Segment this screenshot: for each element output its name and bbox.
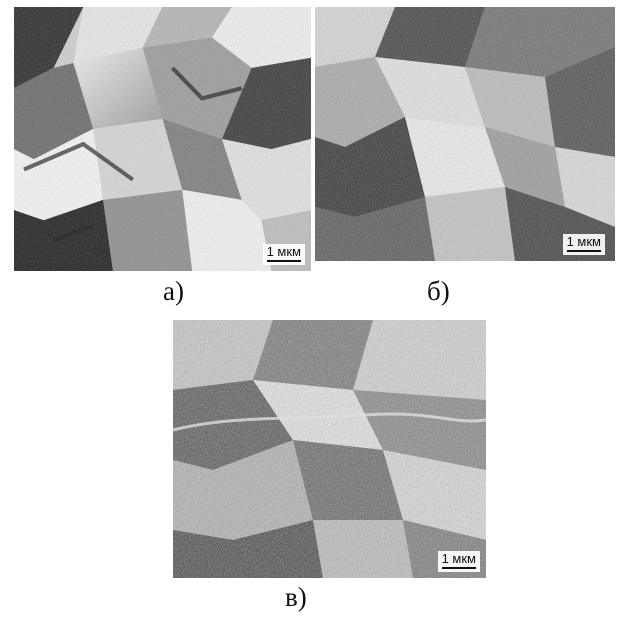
scale-bar-c: 1 мкм xyxy=(437,551,480,572)
micrograph-a: 1 мкм xyxy=(14,7,311,271)
scale-label-b: 1 мкм xyxy=(566,234,601,249)
scale-line-c xyxy=(441,567,476,569)
micrograph-b-image xyxy=(315,7,615,261)
scale-bar-b: 1 мкм xyxy=(562,234,605,255)
caption-a: а) xyxy=(163,276,184,306)
caption-c: в) xyxy=(285,582,307,612)
scale-label-c: 1 мкм xyxy=(441,551,476,566)
caption-b: б) xyxy=(427,276,450,306)
micrograph-a-image xyxy=(14,7,311,271)
micrograph-b: 1 мкм xyxy=(315,7,615,261)
scale-line-a xyxy=(266,260,301,262)
scale-line-b xyxy=(566,250,601,252)
scale-label-a: 1 мкм xyxy=(266,244,301,259)
scale-bar-a: 1 мкм xyxy=(262,244,305,265)
micrograph-c: 1 мкм xyxy=(173,320,486,578)
micrograph-c-image xyxy=(173,320,486,578)
